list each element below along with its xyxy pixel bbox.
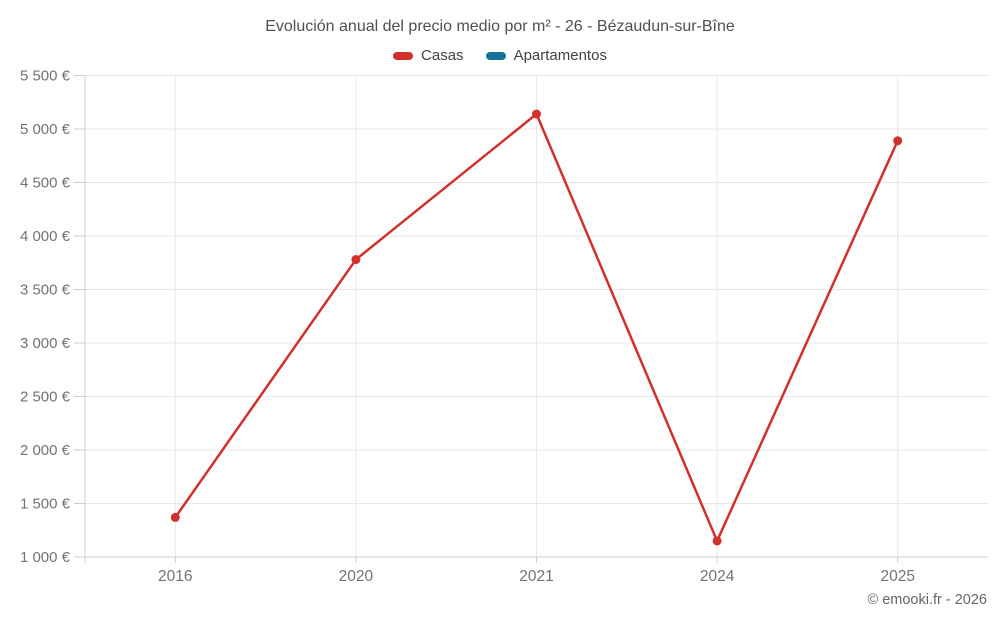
legend: Casas Apartamentos bbox=[0, 47, 1000, 64]
x-tick-label: 2016 bbox=[158, 568, 192, 585]
legend-swatch-icon bbox=[393, 51, 414, 60]
data-point-casas-2016[interactable] bbox=[170, 512, 180, 522]
y-tick-label: 3 000 € bbox=[20, 335, 71, 352]
y-tick-label: 1 000 € bbox=[20, 549, 71, 566]
y-tick-label: 1 500 € bbox=[20, 496, 71, 513]
y-tick-label: 5 000 € bbox=[20, 121, 71, 138]
credit-watermark: © emooki.fr - 2026 bbox=[867, 592, 987, 608]
legend-label: Apartamentos bbox=[513, 47, 607, 64]
x-tick-label: 2025 bbox=[880, 568, 914, 585]
legend-swatch-icon bbox=[485, 51, 506, 60]
y-tick-label: 3 500 € bbox=[20, 282, 71, 299]
data-point-casas-2025[interactable] bbox=[893, 136, 903, 146]
data-point-casas-2021[interactable] bbox=[532, 109, 541, 119]
legend-label: Casas bbox=[421, 47, 464, 64]
y-tick-label: 4 500 € bbox=[20, 175, 71, 192]
legend-item-casas[interactable]: Casas bbox=[393, 47, 464, 64]
y-tick-label: 5 500 € bbox=[20, 68, 71, 85]
chart-title: Evolución anual del precio medio por m² … bbox=[265, 18, 735, 35]
x-tick-label: 2021 bbox=[519, 568, 553, 585]
x-tick-label: 2020 bbox=[339, 568, 374, 585]
y-tick-label: 2 500 € bbox=[20, 389, 71, 406]
x-tick-label: 2024 bbox=[700, 568, 735, 585]
data-point-casas-2024[interactable] bbox=[712, 536, 722, 546]
y-tick-label: 4 000 € bbox=[20, 228, 71, 245]
legend-item-apartamentos[interactable]: Apartamentos bbox=[485, 47, 607, 64]
data-point-casas-2020[interactable] bbox=[351, 255, 361, 265]
y-tick-label: 2 000 € bbox=[20, 442, 71, 459]
